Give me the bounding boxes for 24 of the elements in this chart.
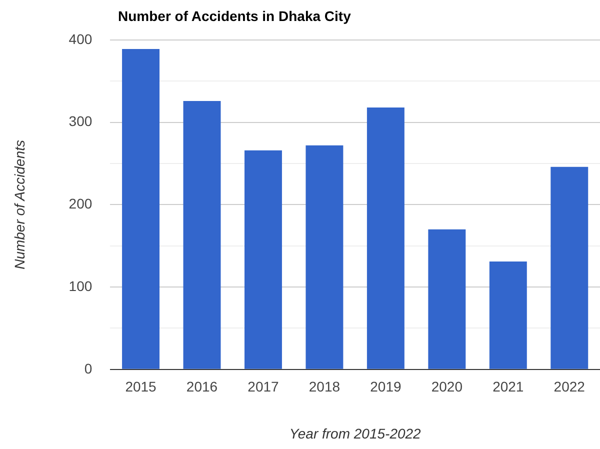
- y-tick-label: 0: [84, 360, 92, 376]
- bar: [366, 108, 404, 369]
- x-axis-title: Year from 2015-2022: [289, 425, 422, 442]
- x-tick-label: 2022: [554, 378, 586, 395]
- y-tick-label: 200: [68, 196, 92, 212]
- bar: [550, 166, 588, 369]
- x-tick-label: 2021: [492, 378, 524, 395]
- bar: [428, 229, 466, 369]
- x-tick-label: 2020: [431, 378, 463, 395]
- chart-title: Number of Accidents in Dhaka City: [118, 8, 351, 24]
- x-tick-label: 2016: [186, 378, 218, 395]
- bar: [183, 100, 221, 369]
- x-tick-label: 2018: [308, 378, 340, 395]
- y-tick-label: 400: [68, 30, 92, 47]
- y-tick-label: 300: [68, 113, 92, 130]
- bar: [244, 150, 282, 369]
- bar: [306, 145, 344, 369]
- x-tick-label: 2017: [248, 378, 280, 395]
- bar: [122, 49, 160, 369]
- y-axis-title: Number of Accidents: [11, 140, 28, 270]
- x-tick-label: 2019: [370, 378, 402, 395]
- x-tick-label: 2015: [125, 378, 157, 395]
- y-tick-label: 100: [68, 278, 92, 294]
- bar: [489, 262, 527, 369]
